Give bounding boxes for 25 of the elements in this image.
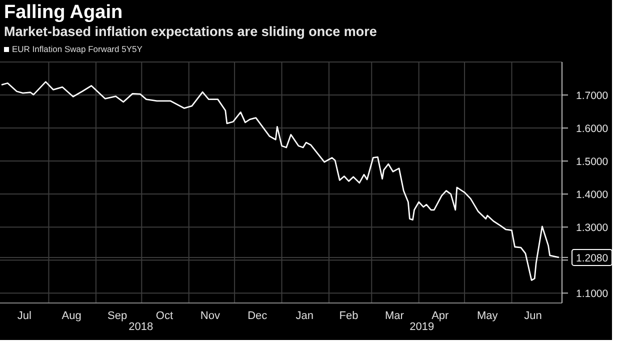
y-tick-label: 1.2080 bbox=[576, 252, 608, 264]
x-tick-label: Dec bbox=[248, 310, 268, 322]
y-tick-label: 1.5000 bbox=[576, 156, 608, 168]
y-tick-label: 1.3000 bbox=[576, 222, 608, 234]
x-tick-label: Nov bbox=[200, 310, 220, 322]
x-tick-label: Feb bbox=[339, 310, 358, 322]
line-series bbox=[0, 81, 560, 281]
y-tick-label: 1.1000 bbox=[576, 288, 608, 300]
y-tick-label: 1.4000 bbox=[576, 189, 608, 202]
x-tick-label: Oct bbox=[156, 310, 174, 322]
x-tick-label: Jan bbox=[296, 310, 314, 322]
text: 2019 bbox=[408, 321, 434, 333]
chart-title: Falling Again bbox=[4, 2, 123, 24]
y-tick-label: 1.6000 bbox=[576, 123, 608, 136]
chart-subtitle: Market-based inflation expectations are sliding once more bbox=[4, 24, 377, 39]
y-tick-label: 1.7000 bbox=[576, 90, 608, 102]
x-tick-label: May bbox=[476, 310, 498, 322]
x-tick-label: Jun bbox=[524, 310, 542, 322]
x-tick-label: Jul bbox=[17, 310, 32, 322]
legend-label: EUR Inflation Swap Forward 5Y5Y bbox=[11, 44, 142, 54]
x-tick-label: Sep bbox=[107, 310, 128, 322]
x-tick-label: Mar bbox=[384, 310, 404, 322]
x-tick-label: Apr bbox=[432, 310, 450, 322]
x-tick-label: Aug bbox=[62, 310, 82, 322]
text: 2018 bbox=[128, 321, 154, 333]
